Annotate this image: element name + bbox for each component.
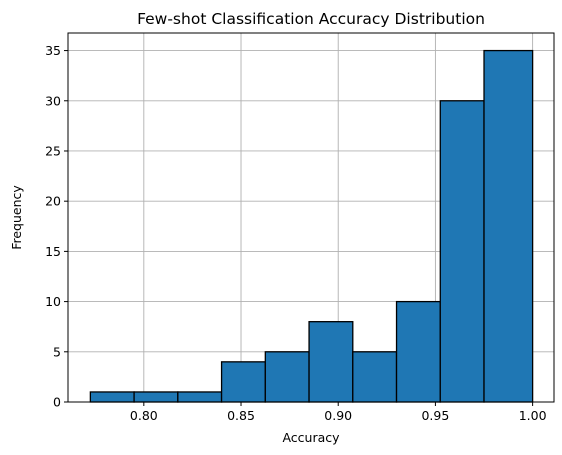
x-tick-label: 0.85: [227, 408, 255, 423]
histogram-bar: [308, 321, 354, 403]
histogram-bar: [177, 391, 223, 403]
histogram-bar: [395, 300, 441, 403]
y-tick-label: 25: [45, 143, 61, 158]
x-tick-label: 0.95: [421, 408, 449, 423]
y-tick-label: 10: [45, 294, 61, 309]
histogram-bar: [439, 100, 485, 403]
y-tick-label: 15: [45, 244, 61, 259]
y-tick-label: 20: [45, 194, 61, 209]
histogram-bar: [264, 351, 310, 403]
x-axis-label: Accuracy: [282, 430, 340, 445]
histogram-bar: [89, 391, 135, 403]
x-tick-label: 0.80: [130, 408, 158, 423]
histogram-bar: [483, 49, 534, 403]
plot-frame: [67, 32, 555, 403]
y-axis-label: Frequency: [9, 185, 24, 250]
y-tick-label: 0: [53, 395, 61, 410]
y-axis-ticks: 0 5 10 15 20 25 30 35: [45, 43, 68, 410]
histogram-bar: [352, 351, 398, 403]
histogram-bar: [133, 391, 179, 403]
histogram-bar: [220, 361, 266, 403]
chart-title: Few-shot Classification Accuracy Distrib…: [137, 10, 485, 28]
x-axis-ticks: 0.80 0.85 0.90 0.95 1.00: [130, 402, 547, 423]
y-tick-label: 35: [45, 43, 61, 58]
y-tick-label: 30: [45, 93, 61, 108]
x-tick-label: 1.00: [519, 408, 547, 423]
x-tick-label: 0.90: [324, 408, 352, 423]
bars: [89, 49, 534, 403]
y-tick-label: 5: [53, 344, 61, 359]
